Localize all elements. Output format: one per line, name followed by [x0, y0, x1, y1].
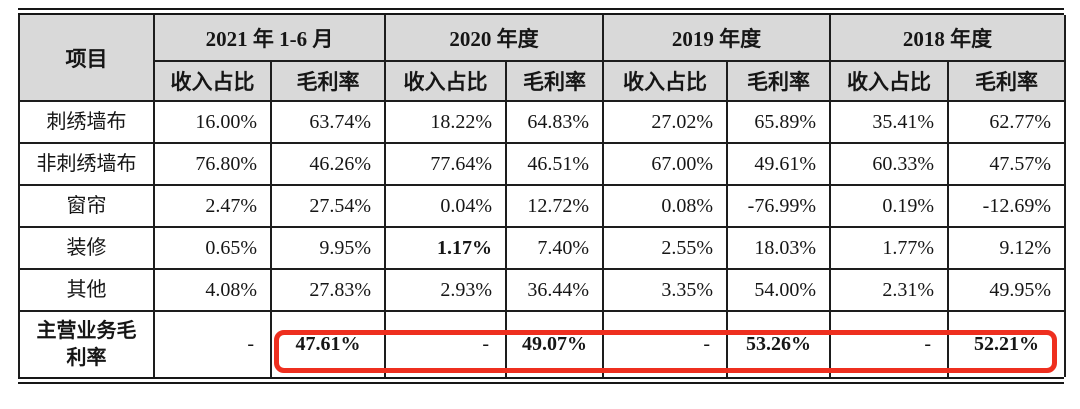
row-label: 其他	[18, 268, 155, 312]
cell: 67.00%	[602, 142, 728, 186]
table-row: 刺绣墙布 16.00% 63.74% 18.22% 64.83% 27.02% …	[18, 100, 1066, 144]
cell-highlighted: 47.61%	[270, 310, 386, 377]
cell: 49.61%	[726, 142, 831, 186]
cell: 4.08%	[153, 268, 272, 312]
period-header-2021: 2021 年 1-6 月	[153, 15, 386, 62]
cell: 63.74%	[270, 100, 386, 144]
cell: 27.54%	[270, 184, 386, 228]
cell: 47.57%	[947, 142, 1066, 186]
cell: 64.83%	[505, 100, 604, 144]
cell: -	[829, 310, 949, 377]
subheader-revenue-share: 收入占比	[829, 60, 949, 102]
cell: 2.31%	[829, 268, 949, 312]
subheader-revenue-share: 收入占比	[384, 60, 507, 102]
cell: 2.93%	[384, 268, 507, 312]
cell: 16.00%	[153, 100, 272, 144]
total-row: 主营业务毛利率 - 47.61% - 49.07% - 53.26% - 52.…	[18, 310, 1066, 377]
cell: 46.51%	[505, 142, 604, 186]
subheader-revenue-share: 收入占比	[602, 60, 728, 102]
period-header-2018: 2018 年度	[829, 15, 1066, 62]
row-label: 窗帘	[18, 184, 155, 228]
cell: 54.00%	[726, 268, 831, 312]
cell: 27.02%	[602, 100, 728, 144]
subheader-gross-margin: 毛利率	[270, 60, 386, 102]
cell: 2.47%	[153, 184, 272, 228]
subheader-gross-margin: 毛利率	[505, 60, 604, 102]
cell: 46.26%	[270, 142, 386, 186]
subheader-gross-margin: 毛利率	[726, 60, 831, 102]
cell: 12.72%	[505, 184, 604, 228]
cell: 60.33%	[829, 142, 949, 186]
table-row: 其他 4.08% 27.83% 2.93% 36.44% 3.35% 54.00…	[18, 268, 1066, 312]
cell: 65.89%	[726, 100, 831, 144]
cell: 62.77%	[947, 100, 1066, 144]
period-header-2019: 2019 年度	[602, 15, 831, 62]
cell: 27.83%	[270, 268, 386, 312]
corner-header-item: 项目	[18, 15, 155, 102]
cell: 18.22%	[384, 100, 507, 144]
cell: -	[602, 310, 728, 377]
cell: 77.64%	[384, 142, 507, 186]
gross-margin-table: 项目 2021 年 1-6 月 2020 年度 2019 年度 2018 年度 …	[18, 15, 1066, 377]
row-label: 非刺绣墙布	[18, 142, 155, 186]
table-row: 装修 0.65% 9.95% 1.17% 7.40% 2.55% 18.03% …	[18, 226, 1066, 270]
cell: -	[384, 310, 507, 377]
row-label: 装修	[18, 226, 155, 270]
cell: 0.08%	[602, 184, 728, 228]
cell-highlighted: 49.07%	[505, 310, 604, 377]
cell: -	[153, 310, 272, 377]
period-header-2020: 2020 年度	[384, 15, 604, 62]
cell: 18.03%	[726, 226, 831, 270]
table-row: 窗帘 2.47% 27.54% 0.04% 12.72% 0.08% -76.9…	[18, 184, 1066, 228]
cell: 49.95%	[947, 268, 1066, 312]
cell-highlighted: 53.26%	[726, 310, 831, 377]
row-label-total: 主营业务毛利率	[18, 310, 155, 377]
cell: 9.95%	[270, 226, 386, 270]
cell: 0.65%	[153, 226, 272, 270]
cell: 0.04%	[384, 184, 507, 228]
subheader-revenue-share: 收入占比	[153, 60, 272, 102]
cell: -76.99%	[726, 184, 831, 228]
row-label: 刺绣墙布	[18, 100, 155, 144]
cell: 0.19%	[829, 184, 949, 228]
subheader-gross-margin: 毛利率	[947, 60, 1066, 102]
gross-margin-table-frame: 项目 2021 年 1-6 月 2020 年度 2019 年度 2018 年度 …	[18, 8, 1066, 384]
cell: 7.40%	[505, 226, 604, 270]
cell-highlighted: 52.21%	[947, 310, 1066, 377]
cell: 2.55%	[602, 226, 728, 270]
cell: 36.44%	[505, 268, 604, 312]
cell: 1.17%	[384, 226, 507, 270]
cell: 35.41%	[829, 100, 949, 144]
cell: 3.35%	[602, 268, 728, 312]
cell: 76.80%	[153, 142, 272, 186]
cell: 9.12%	[947, 226, 1066, 270]
table-row: 非刺绣墙布 76.80% 46.26% 77.64% 46.51% 67.00%…	[18, 142, 1066, 186]
cell: 1.77%	[829, 226, 949, 270]
cell: -12.69%	[947, 184, 1066, 228]
